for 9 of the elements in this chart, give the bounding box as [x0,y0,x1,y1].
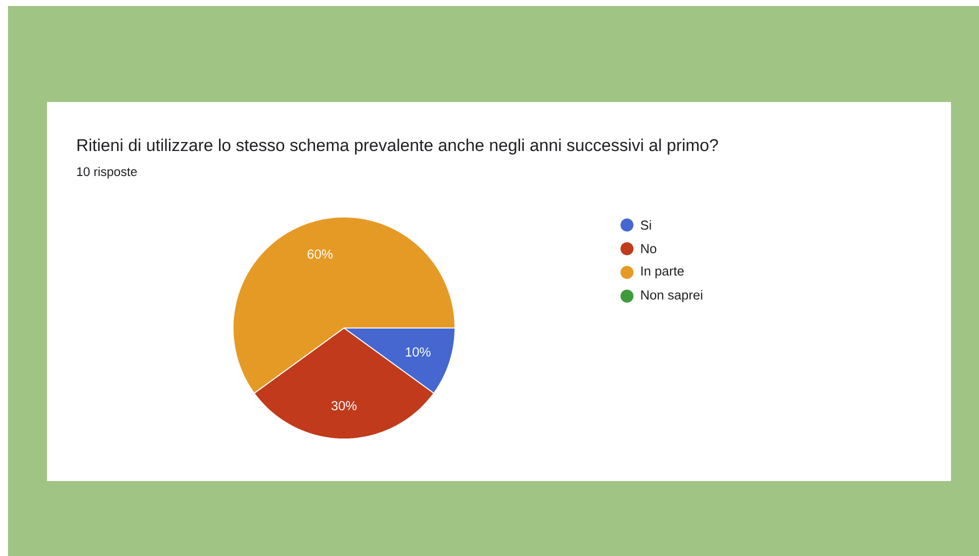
legend-label: Non saprei [641,290,702,302]
legend-label: No [641,244,656,254]
chart-title: Ritieni di utilizzare lo stesso schema prevalente anche negli anni successivi al primo? [78,138,718,155]
data-label: 30% [332,401,357,410]
legend-label: Si [640,220,651,230]
legend-label: In parte [641,266,684,278]
data-label: 60% [308,249,333,259]
text: 10 risposte [77,166,137,179]
data-label: 10% [406,347,430,357]
